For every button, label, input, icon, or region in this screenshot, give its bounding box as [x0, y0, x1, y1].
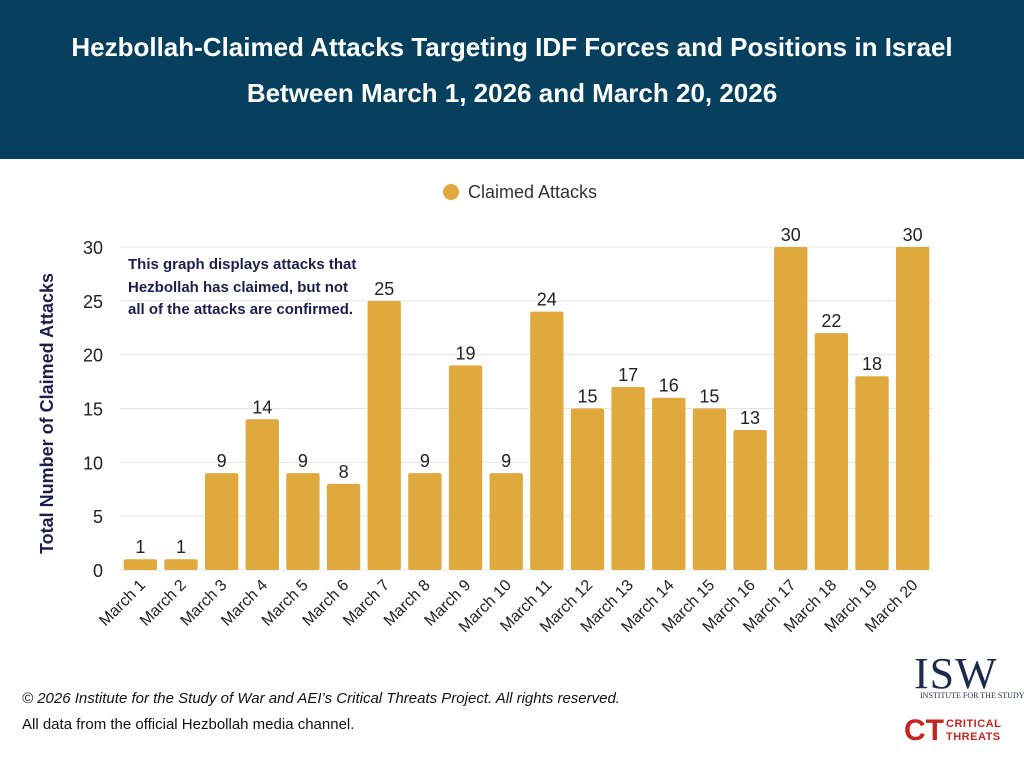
bar [367, 300, 401, 570]
data-label: 15 [577, 387, 597, 407]
bar [733, 430, 767, 570]
bar [408, 473, 442, 570]
data-label: 16 [659, 376, 679, 396]
bar [489, 473, 523, 570]
bar [652, 397, 686, 570]
data-label: 9 [217, 451, 227, 471]
chart-title-line-2: Between March 1, 2026 and March 20, 2026 [246, 78, 778, 108]
data-label: 30 [903, 225, 923, 245]
data-label: 9 [420, 451, 430, 471]
data-label: 1 [135, 537, 145, 557]
isw-logo-subtitle: INSTITUTE FOR THE STUDY OF WAR [920, 691, 1024, 700]
bar [692, 408, 727, 570]
y-tick-label: 5 [93, 507, 103, 527]
bar [570, 408, 605, 570]
ct-logo-words: CRITICAL THREATS [946, 718, 1001, 744]
chart-legend: Claimed Attacks [443, 180, 597, 204]
data-label: 14 [252, 397, 272, 417]
bar [774, 247, 808, 570]
data-label: 24 [537, 290, 557, 310]
data-label: 15 [699, 387, 719, 407]
data-label: 19 [456, 343, 476, 363]
data-label: 30 [781, 225, 801, 245]
source-text: All data from the official Hezbollah med… [22, 716, 355, 733]
ct-logo-line-1: CRITICAL [946, 718, 1002, 730]
bar [245, 419, 279, 570]
data-label: 8 [339, 462, 349, 482]
legend-label: Claimed Attacks [468, 181, 598, 202]
ct-logo-line-2: THREATS [946, 731, 1001, 743]
data-label: 9 [501, 451, 511, 471]
y-tick-label: 20 [83, 346, 103, 366]
bar [204, 473, 239, 570]
chart-title-line-1: Hezbollah-Claimed Attacks Targeting IDF … [71, 32, 953, 62]
ct-logo-mark: CT [904, 714, 944, 747]
data-label: 22 [821, 311, 841, 331]
bar [855, 376, 889, 570]
bar [123, 559, 157, 570]
bar [611, 386, 645, 570]
legend-swatch [443, 184, 459, 200]
chart-note: This graph displays attacks that Hezboll… [128, 256, 357, 318]
bar [530, 311, 564, 570]
critical-threats-logo: CT CRITICAL THREATS [904, 716, 1008, 746]
bar [326, 483, 361, 570]
y-tick-label: 15 [83, 400, 103, 420]
data-label: 13 [740, 408, 760, 428]
bar [286, 473, 320, 570]
copyright-text: © 2026 Institute for the Study of War an… [22, 690, 620, 707]
y-tick-label: 0 [93, 561, 103, 581]
bar [164, 559, 198, 570]
isw-logo-text: ISW [914, 649, 998, 698]
bar [448, 365, 483, 570]
y-axis-label: Total Number of Claimed Attacks [37, 273, 57, 554]
isw-logo: ISW INSTITUTE FOR THE STUDY OF WAR [904, 649, 1024, 706]
title-banner: Hezbollah-Claimed Attacks Targeting IDF … [0, 0, 1024, 159]
data-label: 9 [298, 451, 308, 471]
data-label: 18 [862, 354, 882, 374]
bar [896, 247, 930, 570]
bar [814, 333, 849, 570]
data-label: 1 [176, 537, 186, 557]
y-tick-label: 10 [83, 453, 103, 473]
data-label: 25 [374, 279, 394, 299]
y-tick-label: 25 [83, 292, 103, 312]
y-tick-label: 30 [83, 238, 103, 258]
data-label: 17 [618, 365, 638, 385]
bar-chart: 0 5 10 15 20 25 30 Total Number of Claimed Atta… [37, 225, 933, 636]
